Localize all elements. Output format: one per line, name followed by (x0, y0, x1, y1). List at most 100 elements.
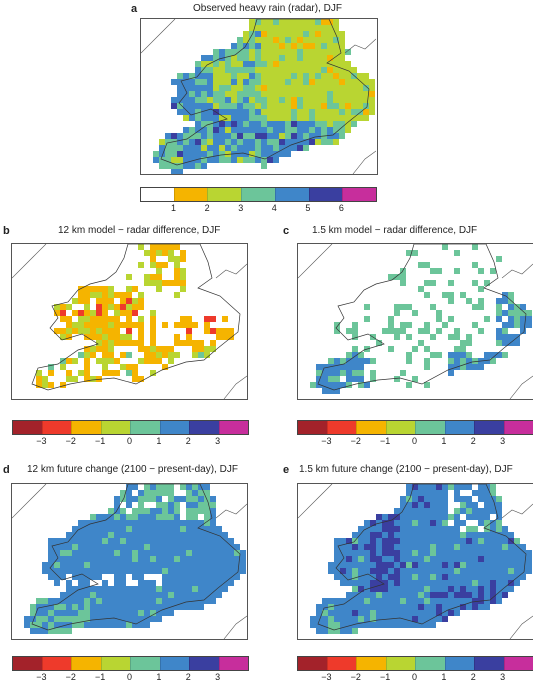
map-grid-cell (382, 580, 388, 586)
map-grid-cell (186, 586, 192, 592)
map-grid-cell (339, 31, 345, 37)
map-grid-cell (436, 562, 442, 568)
map-grid-cell (382, 514, 388, 520)
map-grid-cell (60, 598, 66, 604)
map-grid-cell (114, 544, 120, 550)
map-grid-cell (162, 604, 168, 610)
map-grid-cell (315, 133, 321, 139)
map-grid-cell (210, 502, 216, 508)
map-grid-cell (466, 358, 472, 364)
map-grid-cell (42, 604, 48, 610)
map-grid-cell (351, 109, 357, 115)
map-grid-cell (297, 133, 303, 139)
map-grid-cell (345, 121, 351, 127)
map-grid-cell (219, 157, 225, 163)
map-grid-cell (394, 550, 400, 556)
map-grid-cell (382, 544, 388, 550)
map-grid-cell (183, 127, 189, 133)
map-grid-cell (315, 43, 321, 49)
map-grid-cell (291, 55, 297, 61)
map-grid-cell (333, 121, 339, 127)
map-grid-cell (231, 73, 237, 79)
map-grid-cell (430, 268, 436, 274)
panel-c-label: c (283, 225, 290, 237)
map-grid-cell (249, 115, 255, 121)
map-grid-cell (496, 352, 502, 358)
map-grid-cell (484, 568, 490, 574)
map-grid-cell (186, 574, 192, 580)
map-grid-cell (126, 544, 132, 550)
map-grid-cell (144, 490, 150, 496)
map-grid-cell (60, 616, 66, 622)
map-grid (298, 244, 533, 399)
map-grid-cell (186, 490, 192, 496)
map-grid-cell (478, 592, 484, 598)
map-grid-cell (388, 346, 394, 352)
map-grid-cell (138, 568, 144, 574)
map-grid-cell (496, 520, 502, 526)
map-grid-cell (496, 508, 502, 514)
colorbar-tick-label: 3 (215, 436, 221, 446)
map-grid-cell (388, 622, 394, 628)
map-grid-cell (279, 121, 285, 127)
map-grid-cell (66, 592, 72, 598)
map-grid-cell (150, 244, 156, 250)
map-grid-cell (460, 574, 466, 580)
map-grid-cell (222, 556, 228, 562)
map-grid-cell (340, 382, 346, 388)
map-grid-cell (442, 568, 448, 574)
map-grid-cell (400, 568, 406, 574)
map-grid-cell (478, 538, 484, 544)
map-grid-cell (328, 610, 334, 616)
map-grid-cell (186, 538, 192, 544)
map-grid-cell (90, 598, 96, 604)
map-grid-cell (54, 310, 60, 316)
colorbar-swatch (444, 657, 474, 670)
map-grid-cell (273, 145, 279, 151)
map-grid-cell (346, 598, 352, 604)
map-grid-cell (526, 550, 532, 556)
map-grid-cell (291, 97, 297, 103)
colorbar-tick-label: 6 (338, 203, 344, 213)
map-grid-cell (102, 286, 108, 292)
map-grid-cell (352, 364, 358, 370)
map-grid-cell (333, 103, 339, 109)
map-grid-cell (132, 298, 138, 304)
map-grid-cell (126, 484, 132, 490)
map-grid-cell (334, 598, 340, 604)
map-grid-cell (442, 544, 448, 550)
map-grid-cell (352, 544, 358, 550)
map-grid-cell (237, 37, 243, 43)
map-grid-cell (508, 544, 514, 550)
map-grid-cell (150, 322, 156, 328)
map-grid-cell (222, 532, 228, 538)
map-grid-cell (321, 37, 327, 43)
map-grid-cell (255, 145, 261, 151)
map-grid-cell (120, 292, 126, 298)
map-grid-cell (54, 328, 60, 334)
map-grid-cell (156, 520, 162, 526)
map-grid-cell (261, 19, 267, 25)
map-grid-cell (78, 526, 84, 532)
map-grid-cell (358, 586, 364, 592)
map-grid-cell (186, 496, 192, 502)
map-grid-cell (267, 55, 273, 61)
map-grid-cell (201, 103, 207, 109)
map-grid-cell (448, 280, 454, 286)
map-grid-cell (520, 304, 526, 310)
map-grid-cell (418, 496, 424, 502)
map-grid-cell (315, 67, 321, 73)
map-grid-cell (430, 520, 436, 526)
map-grid-cell (96, 562, 102, 568)
map-grid-cell (192, 550, 198, 556)
map-grid-cell (472, 568, 478, 574)
map-grid-cell (42, 376, 48, 382)
map-grid-cell (207, 61, 213, 67)
map-grid-cell (48, 364, 54, 370)
map-grid-cell (96, 310, 102, 316)
map-grid-cell (225, 121, 231, 127)
map-grid-cell (364, 358, 370, 364)
map-grid-cell (174, 268, 180, 274)
map-grid-cell (279, 97, 285, 103)
map-grid-cell (424, 526, 430, 532)
